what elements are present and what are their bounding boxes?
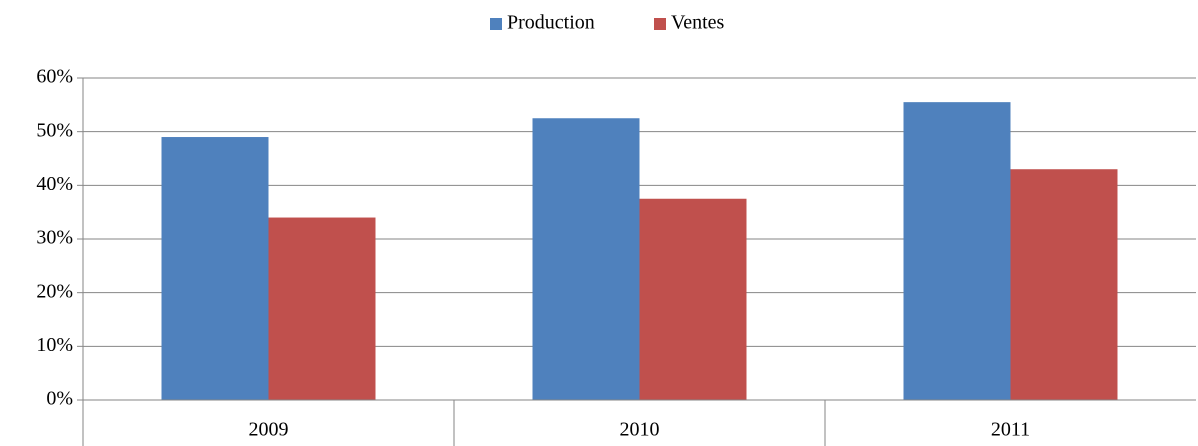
y-tick-label: 0% [46, 388, 73, 410]
bar [639, 198, 747, 400]
legend-label: Ventes [671, 12, 725, 34]
legend-swatch [654, 18, 666, 30]
x-tick-label: 2010 [620, 419, 660, 441]
x-tick-label: 2009 [249, 419, 289, 441]
y-tick-label: 40% [36, 173, 73, 195]
x-tick-label: 2011 [991, 419, 1030, 441]
bar [903, 102, 1011, 401]
y-tick-label: 50% [36, 119, 73, 141]
y-tick-label: 10% [36, 334, 73, 356]
legend-swatch [490, 18, 502, 30]
y-tick-label: 20% [36, 280, 73, 302]
bar [161, 137, 269, 401]
y-tick-label: 60% [36, 66, 73, 88]
bar [532, 118, 640, 400]
bar [1010, 169, 1118, 400]
bar [268, 217, 376, 400]
legend-label: Production [507, 12, 595, 34]
y-tick-label: 30% [36, 227, 73, 249]
